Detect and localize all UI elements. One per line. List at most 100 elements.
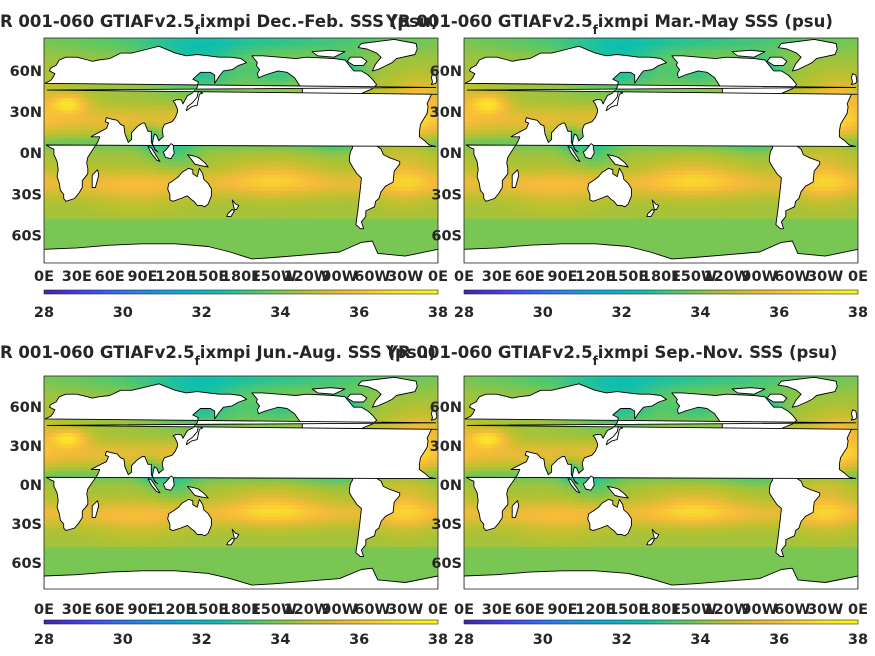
map-axes-frame — [43, 375, 439, 590]
x-tick-label: 0E — [454, 602, 474, 618]
colorbar — [43, 289, 439, 295]
x-tick-label: 0E — [34, 602, 54, 618]
colorbar-tick-label: 32 — [612, 305, 632, 321]
title-part: YR 001-060 GTIAFv2.5 — [385, 343, 593, 362]
x-tick-label: 60W — [774, 602, 810, 618]
y-tick-label: 0N — [440, 478, 462, 494]
x-tick-label: 0E — [34, 269, 54, 285]
colorbar-tick-label: 30 — [533, 305, 553, 321]
landmass-1 — [357, 38, 418, 72]
landmass-2 — [766, 393, 788, 403]
landmass-2 — [346, 393, 368, 403]
colorbar — [43, 619, 439, 625]
colorbar-tick-label: 38 — [848, 632, 868, 648]
x-tick-label: 30W — [807, 602, 843, 618]
landmass-7 — [162, 143, 175, 160]
land-mask — [44, 38, 438, 263]
landmass-13 — [605, 91, 624, 112]
map-title: YR 001-060 GTIAFv2.5fixmpi Dec.-Feb. SSS… — [0, 12, 438, 37]
landmass-6 — [511, 500, 520, 519]
landmass-11 — [231, 528, 240, 539]
y-tick-label: 0N — [440, 146, 462, 162]
land-mask — [464, 376, 858, 589]
y-tick-label: 30N — [430, 105, 462, 121]
landmass-7 — [582, 143, 595, 160]
x-tick-label: 150W — [671, 269, 717, 285]
x-tick-label: 90E — [547, 602, 577, 618]
x-tick-label: 60W — [774, 269, 810, 285]
x-tick-label: 0E — [428, 269, 448, 285]
x-tick-label: 60W — [354, 269, 390, 285]
y-tick-label: 60S — [431, 229, 462, 245]
y-tick-label: 30N — [10, 439, 42, 455]
x-tick-label: 120W — [284, 269, 330, 285]
map-title: YR 001-060 GTIAFv2.5fixmpi Mar.-May SSS … — [385, 12, 833, 37]
x-tick-label: 90E — [127, 602, 157, 618]
y-tick-label: 60N — [430, 64, 462, 80]
landmass-13 — [185, 91, 204, 112]
title-part: ixmpi Mar.-May SSS (psu) — [598, 12, 833, 31]
landmass-2 — [766, 56, 788, 66]
x-tick-label: 30E — [62, 269, 92, 285]
colorbar-tick-label: 30 — [113, 305, 133, 321]
x-tick-label: 30W — [807, 269, 843, 285]
colorbar-tick-label: 38 — [428, 632, 448, 648]
map-title: YR 001-060 GTIAFv2.5fixmpi Jun.-Aug. SSS… — [0, 343, 436, 368]
x-tick-label: 150E — [188, 602, 228, 618]
x-tick-label: 90W — [741, 602, 777, 618]
x-tick-label: 120W — [284, 602, 330, 618]
colorbar-tick-label: 30 — [113, 632, 133, 648]
x-tick-label: 90E — [547, 269, 577, 285]
landmass-12 — [646, 537, 655, 546]
y-tick-label: 30S — [431, 517, 462, 533]
x-tick-label: 90W — [741, 269, 777, 285]
landmass-8 — [567, 145, 581, 162]
x-tick-label: 150E — [188, 269, 228, 285]
map-title: YR 001-060 GTIAFv2.5fixmpi Sep.-Nov. SSS… — [385, 343, 837, 368]
title-part: YR 001-060 GTIAFv2.5 — [0, 343, 195, 362]
landmass-6 — [511, 169, 520, 188]
colorbar-tick-label: 34 — [690, 632, 710, 648]
landmass-12 — [226, 209, 235, 217]
colorbar-tick-label: 36 — [769, 305, 789, 321]
x-tick-label: 30W — [387, 602, 423, 618]
colorbar-tick-label: 38 — [848, 305, 868, 321]
title-subscript: f — [593, 23, 599, 37]
colorbar-tick-label: 30 — [533, 632, 553, 648]
landmass-10 — [167, 167, 212, 208]
landmass-3 — [731, 387, 766, 395]
colorbar-tick-label: 38 — [428, 305, 448, 321]
landmass-5 — [850, 73, 858, 86]
landmass-8 — [147, 478, 161, 494]
landmass-6 — [91, 169, 100, 188]
x-tick-label: 120E — [575, 269, 615, 285]
landmass-8 — [147, 145, 161, 162]
colorbar-tick-label: 36 — [349, 632, 369, 648]
landmass-10 — [587, 498, 632, 537]
colorbar — [463, 289, 859, 295]
x-tick-label: 30E — [62, 602, 92, 618]
x-tick-label: 150W — [251, 269, 297, 285]
landmass-12 — [646, 209, 655, 217]
landmass-9 — [186, 485, 209, 499]
title-subscript: f — [593, 354, 599, 368]
colorbar-tick-label: 28 — [454, 305, 474, 321]
landmass-12 — [226, 537, 235, 546]
x-tick-label: 180E — [641, 602, 681, 618]
colorbar-tick-label: 32 — [612, 632, 632, 648]
x-tick-label: 60W — [354, 602, 390, 618]
x-tick-label: 180E — [641, 269, 681, 285]
landmass-11 — [651, 199, 660, 210]
landmass-14 — [44, 567, 438, 589]
colorbar-tick-label: 32 — [192, 305, 212, 321]
y-tick-label: 0N — [20, 478, 42, 494]
landmass-5 — [430, 409, 438, 421]
x-tick-label: 0E — [428, 602, 448, 618]
landmass-9 — [606, 154, 629, 168]
landmass-3 — [731, 49, 766, 58]
colorbar-tick-label: 28 — [34, 305, 54, 321]
landmass-2 — [346, 56, 368, 66]
land-mask — [44, 376, 438, 589]
